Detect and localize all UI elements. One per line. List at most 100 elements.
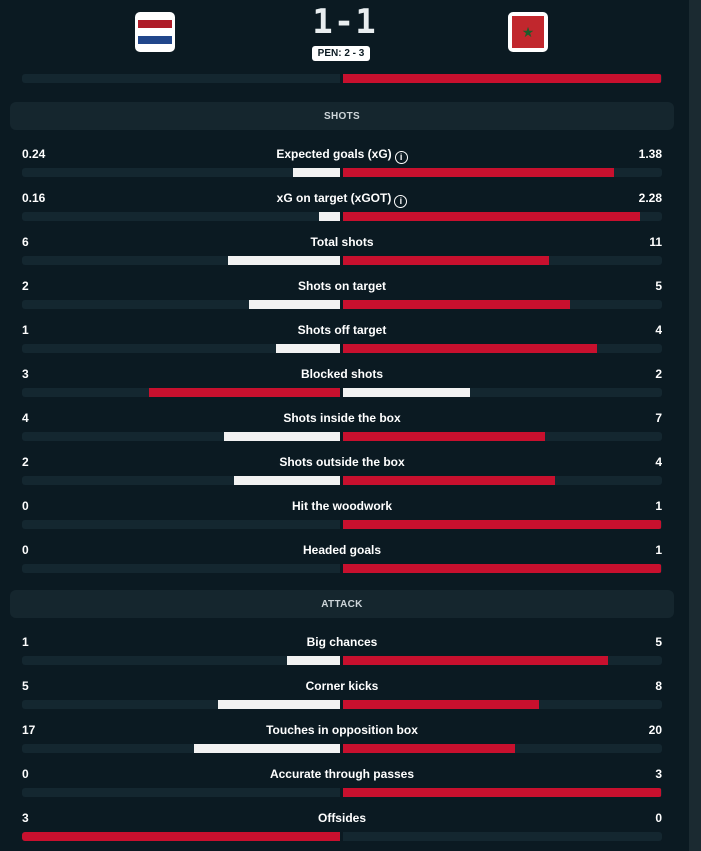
- away-bar-track: [343, 388, 662, 397]
- away-bar-fill: [343, 476, 555, 485]
- away-bar-track: [343, 300, 662, 309]
- home-value: 2: [22, 455, 29, 469]
- home-bar-fill: [293, 168, 340, 177]
- away-bar-fill: [343, 656, 608, 665]
- home-bar-fill: [218, 700, 340, 709]
- section-header-attack: ATTACK: [10, 590, 674, 618]
- stat-row: 3 Blocked shots 2: [22, 367, 662, 403]
- stat-label: Offsides: [22, 811, 662, 825]
- stat-row: 0 Headed goals 1: [22, 543, 662, 579]
- home-bar-track: [22, 432, 340, 441]
- home-bar-track: [22, 300, 340, 309]
- stat-row: 3 Offsides 0: [22, 811, 662, 847]
- away-bar-track: [343, 344, 662, 353]
- home-value: 4: [22, 411, 29, 425]
- home-bar-track: [22, 476, 340, 485]
- away-bar-fill: [343, 344, 597, 353]
- stat-label-text: Shots outside the box: [279, 455, 405, 469]
- stat-row: 0.24 Expected goals (xG) i 1.38: [22, 147, 662, 183]
- home-bar-track: [22, 564, 340, 573]
- stat-label: Hit the woodwork: [22, 499, 662, 513]
- away-bar-track: [343, 700, 662, 709]
- away-bar-fill: [343, 744, 515, 753]
- home-bar-track: [22, 256, 340, 265]
- away-bar-fill: [343, 74, 661, 83]
- match-score: 1-1: [312, 2, 377, 42]
- home-value: 1: [22, 635, 29, 649]
- away-bar-fill: [343, 700, 539, 709]
- stat-row: 1 Shots off target 4: [22, 323, 662, 359]
- away-bar-track: [343, 168, 662, 177]
- home-bar-track: [22, 832, 340, 841]
- star-icon: ★: [521, 24, 535, 40]
- home-bar-track: [22, 168, 340, 177]
- away-value: 4: [655, 323, 662, 337]
- away-bar-fill: [343, 300, 570, 309]
- stat-row: 2 Shots on target 5: [22, 279, 662, 315]
- section-header-shots: SHOTS: [10, 102, 674, 130]
- away-value: 20: [648, 723, 662, 737]
- home-bar-fill: [234, 476, 340, 485]
- stat-label-text: Blocked shots: [300, 367, 384, 381]
- stat-label-text: Shots inside the box: [283, 411, 401, 425]
- stat-label-text: Touches in opposition box: [266, 723, 418, 737]
- away-value: 7: [655, 411, 662, 425]
- home-value: 0: [22, 767, 29, 781]
- stat-label-text: Offsides: [317, 811, 366, 825]
- away-bar-fill: [343, 388, 470, 397]
- away-bar-track: [343, 832, 662, 841]
- netherlands-flag-icon[interactable]: [135, 12, 175, 52]
- away-bar-track: [343, 476, 662, 485]
- away-bar-track: [343, 564, 662, 573]
- stat-label: Expected goals (xG) i: [22, 147, 662, 164]
- stat-row: 2 Shots outside the box 4: [22, 455, 662, 491]
- home-bar-fill: [194, 744, 340, 753]
- home-bar-track: [22, 74, 340, 83]
- away-value: 1: [655, 499, 662, 513]
- stat-row: 6 Total shots 11: [22, 235, 662, 271]
- away-value: 4: [655, 455, 662, 469]
- home-bar-track: [22, 212, 340, 221]
- stat-label: Big chances: [22, 635, 662, 649]
- info-icon[interactable]: i: [394, 195, 408, 208]
- away-value: 11: [649, 235, 662, 249]
- stat-row: 4 Shots inside the box 7: [22, 411, 662, 447]
- stat-row: 5 Corner kicks 8: [22, 679, 662, 715]
- home-bar-track: [22, 788, 340, 797]
- home-bar-fill: [224, 432, 340, 441]
- away-bar-track: [343, 744, 662, 753]
- stat-row: 17 Touches in opposition box 20: [22, 723, 662, 759]
- scrollbar[interactable]: [689, 0, 701, 851]
- stat-label: Shots inside the box: [22, 411, 662, 425]
- home-bar-fill: [287, 656, 340, 665]
- info-icon[interactable]: i: [394, 151, 408, 164]
- home-bar-fill: [228, 256, 340, 265]
- stat-row: 1 Big chances 5: [22, 635, 662, 671]
- home-bar-fill: [149, 388, 340, 397]
- home-bar-track: [22, 744, 340, 753]
- away-value: 2: [655, 367, 662, 381]
- away-bar-track: [343, 74, 662, 83]
- home-value: 17: [22, 723, 36, 737]
- stat-label: xG on target (xGOT) i: [22, 191, 662, 208]
- stat-row: 0 Accurate through passes 3: [22, 767, 662, 803]
- home-bar-fill: [319, 212, 340, 221]
- home-value: 3: [22, 811, 29, 825]
- stat-label-text: Hit the woodwork: [292, 499, 392, 513]
- away-bar-track: [343, 520, 662, 529]
- stat-label: Total shots: [22, 235, 662, 249]
- morocco-flag-icon[interactable]: ★: [508, 12, 548, 52]
- home-bar-track: [22, 388, 340, 397]
- away-value: 5: [655, 635, 662, 649]
- home-value: 3: [22, 367, 29, 381]
- home-bar-fill: [249, 300, 340, 309]
- away-value: 2.28: [638, 191, 662, 205]
- home-value: 5: [22, 679, 29, 693]
- home-value: 2: [22, 279, 29, 293]
- away-bar-fill: [343, 168, 614, 177]
- stat-label: Corner kicks: [22, 679, 662, 693]
- stat-label-text: xG on target (xGOT): [276, 191, 392, 205]
- away-value: 3: [655, 767, 662, 781]
- stat-row: 0 Hit the woodwork 1: [22, 499, 662, 535]
- stat-label-text: Shots on target: [297, 279, 386, 293]
